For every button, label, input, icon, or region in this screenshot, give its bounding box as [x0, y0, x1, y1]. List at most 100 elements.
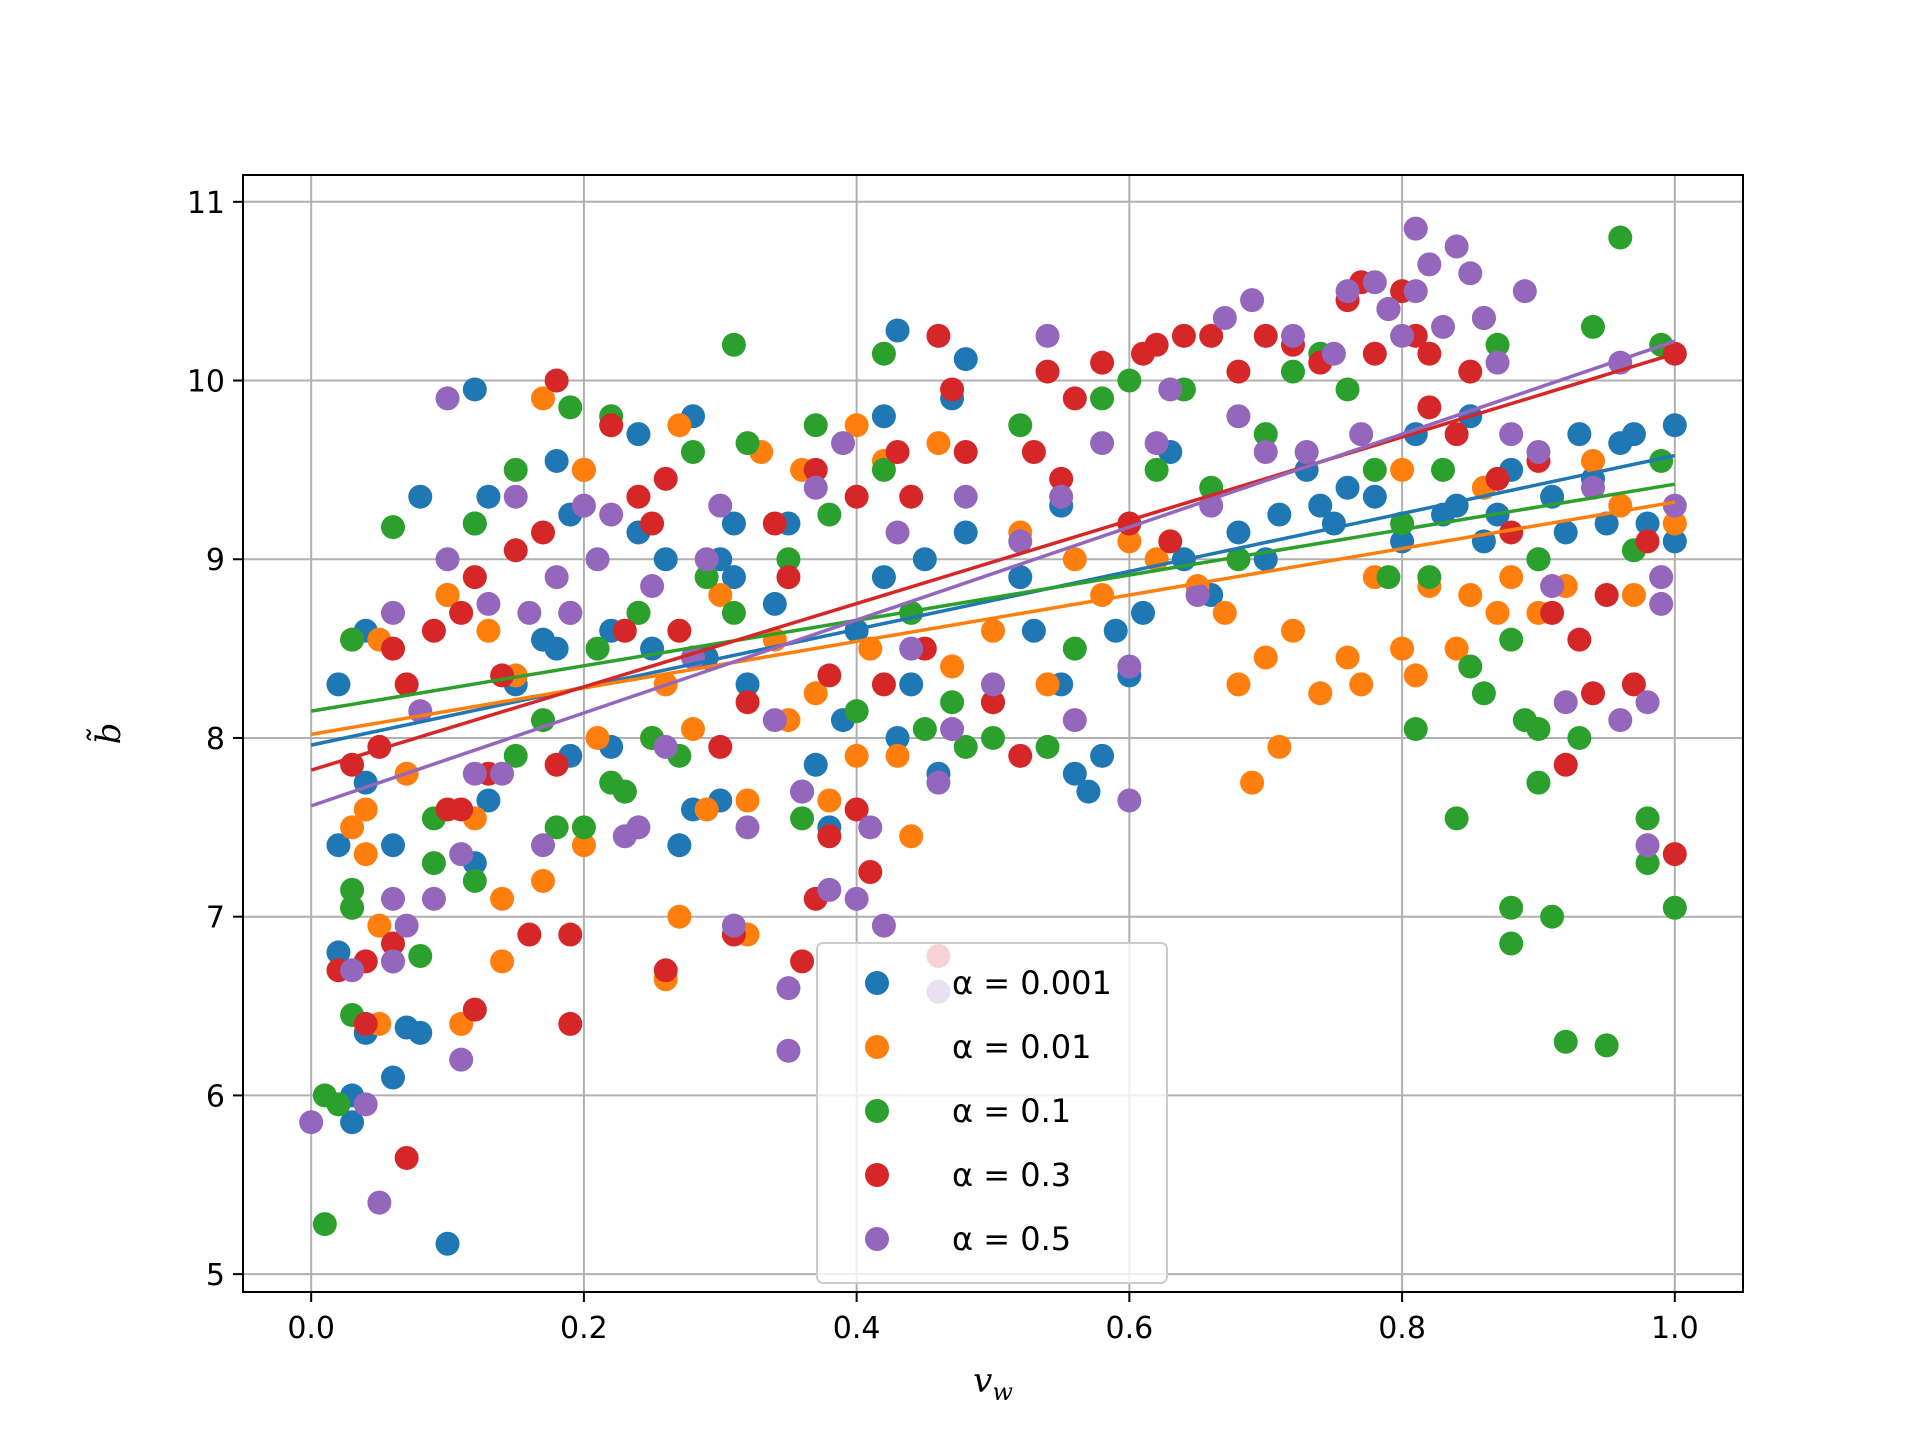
series-5-point — [1662, 493, 1687, 518]
series-1-point — [885, 725, 910, 750]
series-2-point — [708, 582, 733, 607]
series-5-point — [1035, 323, 1060, 348]
series-3-point — [462, 511, 487, 536]
series-4-point — [817, 663, 842, 688]
series-2-point — [1062, 547, 1087, 572]
series-5-point — [1458, 261, 1483, 286]
series-5-point — [381, 600, 405, 625]
series-4-point — [1008, 743, 1033, 768]
series-4-point — [544, 752, 569, 777]
series-4-point — [1594, 582, 1619, 607]
series-1-point — [1062, 761, 1087, 786]
series-5-point — [340, 958, 365, 983]
series-2-point — [844, 413, 869, 438]
x-tick-label: 0.8 — [1378, 1311, 1426, 1346]
y-tick-label: 8 — [206, 722, 225, 757]
series-3-point — [503, 457, 528, 482]
legend-box — [816, 942, 1168, 1284]
series-5-point — [449, 1047, 474, 1072]
series-1-point — [381, 833, 405, 858]
series-2-point — [1662, 511, 1687, 536]
series-1-point — [544, 448, 569, 473]
series-2-point — [1212, 600, 1237, 625]
series-4-point — [858, 860, 883, 885]
series-4-point — [1062, 386, 1087, 411]
series-5-point — [1144, 431, 1169, 456]
series-4-point — [626, 484, 651, 509]
series-5-point — [1253, 440, 1278, 465]
series-5-point — [353, 1092, 378, 1117]
series-1-point — [326, 672, 351, 697]
series-1-point — [1553, 520, 1578, 545]
series-4-point — [844, 484, 869, 509]
series-2-point — [858, 636, 883, 661]
series-5-point — [790, 779, 815, 804]
series-2-point — [1240, 770, 1265, 795]
series-5-point — [1376, 297, 1401, 322]
plot-frame — [242, 174, 1744, 1293]
series-5-point — [1526, 440, 1551, 465]
series-5-point — [1581, 475, 1605, 500]
series-3-point — [408, 944, 433, 969]
series-5-point — [490, 761, 515, 786]
fit-lines — [310, 339, 1676, 808]
series-3-point — [1635, 806, 1660, 831]
series-4-point — [462, 997, 487, 1022]
series-2-point — [490, 886, 515, 911]
series-1-point — [381, 1065, 405, 1090]
series-5-point — [817, 877, 842, 902]
series-5-point — [585, 547, 610, 572]
series-4-point — [953, 440, 978, 465]
series-3-point — [1471, 681, 1496, 706]
series-3-point — [340, 627, 365, 652]
series-1-point — [1621, 422, 1646, 447]
series-3-point — [558, 395, 583, 420]
series-5-point — [871, 913, 896, 938]
series-2-point — [1267, 734, 1292, 759]
series-1-point — [871, 565, 896, 590]
x-tick-label: 0.0 — [287, 1311, 335, 1346]
series-4-point — [653, 466, 678, 491]
y-tick-label: 7 — [206, 901, 225, 936]
series-1-point — [899, 672, 924, 697]
series-4-point — [1362, 341, 1387, 366]
series-3-point — [544, 815, 569, 840]
series-3-point — [1226, 547, 1251, 572]
series-5-point — [1349, 422, 1374, 447]
series-4-point — [490, 663, 515, 688]
series-1-point — [1226, 520, 1251, 545]
series-2-point — [1390, 636, 1415, 661]
series-3-point — [981, 725, 1005, 750]
series-1-point — [408, 1020, 433, 1045]
series-4-point — [640, 511, 665, 536]
series-2-point — [1090, 582, 1115, 607]
series-1-point — [326, 940, 351, 965]
series-5-point — [858, 815, 883, 840]
series-4-point — [381, 636, 405, 661]
series-1-point — [1267, 502, 1292, 527]
x-tick-label: 0.4 — [833, 1311, 881, 1346]
series-3-point — [312, 1212, 337, 1237]
series-5-point — [1403, 216, 1428, 241]
series-1-point — [1635, 511, 1660, 536]
series-4-point — [776, 565, 801, 590]
series-3-point — [1431, 457, 1455, 482]
series-2-point — [571, 833, 596, 858]
y-tick-label: 11 — [187, 186, 225, 221]
series-3-point — [626, 600, 651, 625]
series-3-point — [585, 636, 610, 661]
series-1-point — [1362, 484, 1387, 509]
y-tick-label: 9 — [206, 543, 225, 578]
series-4-point — [449, 797, 474, 822]
legend-marker — [865, 1099, 889, 1123]
series-3-point — [1144, 457, 1169, 482]
series-5-point — [776, 976, 801, 1001]
series-2-point — [340, 815, 365, 840]
series-1-point — [340, 1110, 365, 1135]
series-3-point — [871, 457, 896, 482]
series-5-point — [1117, 654, 1142, 679]
series-4-point — [449, 600, 474, 625]
series-5-point — [299, 1110, 324, 1135]
series-3-point — [681, 440, 705, 465]
legend-label: α = 0.3 — [952, 1156, 1071, 1194]
